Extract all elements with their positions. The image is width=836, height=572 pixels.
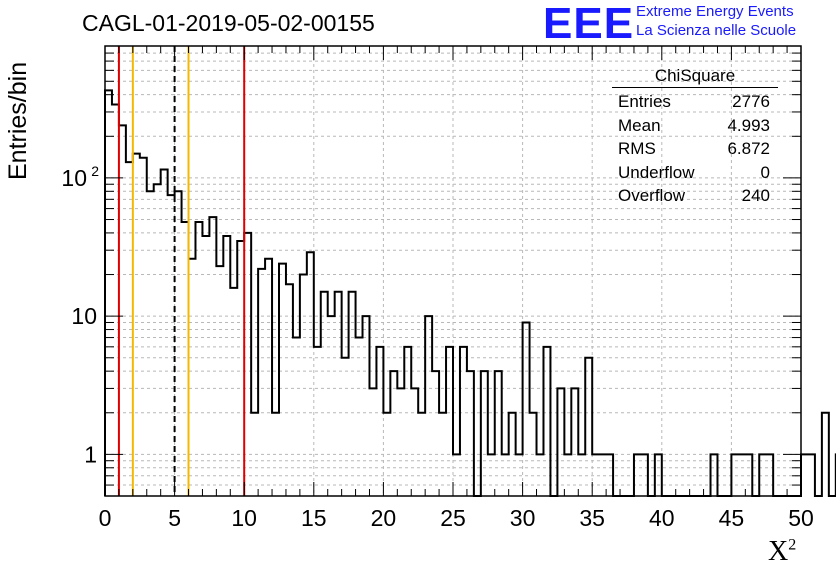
x-tick-label: 40 xyxy=(649,505,675,531)
x-tick-label: 15 xyxy=(301,505,327,531)
x-axis-label: X2 xyxy=(768,536,796,568)
x-axis-label-sup: 2 xyxy=(788,536,797,554)
stats-row-underflow: Underflow 0 xyxy=(612,161,778,185)
y-tick-label: 10 xyxy=(61,165,87,191)
stats-row-rms: RMS 6.872 xyxy=(612,137,778,161)
stats-value: 6.872 xyxy=(727,139,770,158)
histogram-series xyxy=(104,89,836,497)
stats-title: ChiSquare xyxy=(612,66,778,88)
stats-value: 0 xyxy=(760,162,770,182)
eee-logo: EEE xyxy=(543,0,635,48)
x-tick-label: 50 xyxy=(788,505,814,531)
x-tick-label: 0 xyxy=(99,505,112,531)
stats-row-mean: Mean 4.993 xyxy=(612,114,778,138)
stats-value: 240 xyxy=(741,186,770,205)
y-tick-label-sup: 2 xyxy=(91,163,99,179)
stats-label: Entries xyxy=(618,92,671,111)
stats-row-overflow: Overflow 240 xyxy=(612,184,778,208)
x-tick-label: 45 xyxy=(719,505,745,531)
y-tick-label: 10 xyxy=(71,303,97,329)
x-tick-label: 35 xyxy=(579,505,605,531)
logo-caption-line2: La Scienza nelle Scuole xyxy=(636,22,797,39)
stats-value: 2776 xyxy=(732,92,770,111)
x-tick-label: 10 xyxy=(231,505,257,531)
stats-box: ChiSquare Entries 2776 Mean 4.993 RMS 6.872… xyxy=(612,66,778,208)
x-axis-label-base: X xyxy=(768,536,789,567)
y-axis-label: Entries/bin xyxy=(4,61,32,180)
stats-label: Overflow xyxy=(618,186,686,205)
stats-label: RMS xyxy=(618,139,656,158)
x-tick-label: 30 xyxy=(510,505,536,531)
y-tick-label: 1 xyxy=(84,441,97,467)
x-tick-label: 25 xyxy=(440,505,466,531)
stats-label: Underflow xyxy=(618,162,695,182)
x-tick-label: 20 xyxy=(371,505,397,531)
stats-row-entries: Entries 2776 xyxy=(612,90,778,114)
stats-label: Mean xyxy=(618,115,661,135)
stats-value: 4.993 xyxy=(727,115,770,135)
chart-title: CAGL-01-2019-05-02-00155 xyxy=(82,10,375,36)
x-tick-label: 5 xyxy=(168,505,181,531)
logo-caption-line1: Extreme Energy Events xyxy=(636,3,794,20)
